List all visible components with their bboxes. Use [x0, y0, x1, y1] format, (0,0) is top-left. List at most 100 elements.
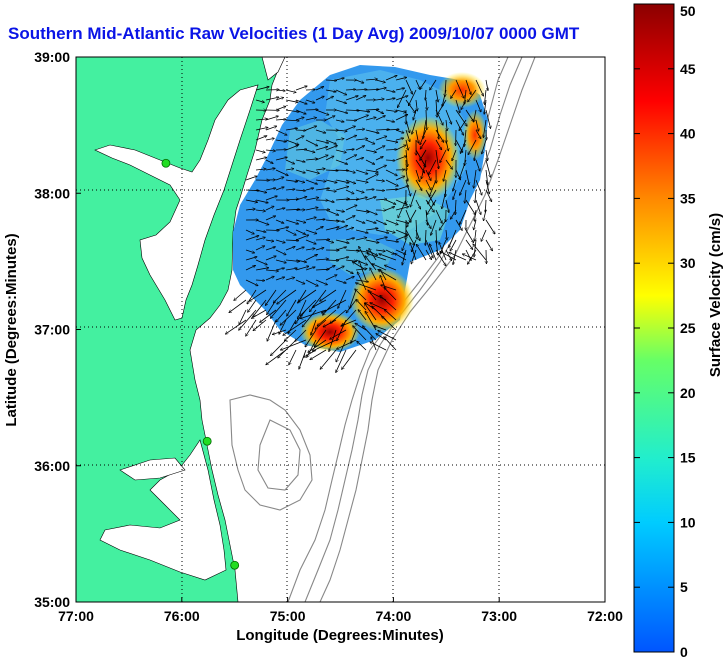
- station-markers: [161, 158, 240, 570]
- velocity-arrow: [349, 289, 357, 309]
- velocity-arrow: [485, 109, 491, 129]
- velocity-arrow: [385, 149, 397, 150]
- y-tick-label: 37:00: [34, 322, 70, 338]
- velocity-arrow: [315, 319, 327, 329]
- velocity-arrow: [474, 209, 477, 221]
- velocity-arrow: [425, 229, 426, 246]
- velocity-arrow: [365, 228, 378, 231]
- velocity-arrow: [275, 139, 287, 142]
- velocity-arrow: [285, 260, 300, 262]
- velocity-arrow: [285, 179, 298, 182]
- velocity-arrow: [379, 254, 397, 261]
- velocity-arrow: [295, 235, 309, 241]
- velocity-arrow: [375, 109, 384, 114]
- velocity-arrow: [395, 199, 407, 205]
- velocity-arrow: [355, 179, 368, 182]
- velocity-arrow: [474, 239, 477, 257]
- velocity-arrow: [315, 248, 324, 251]
- velocity-arrow: [455, 99, 460, 113]
- velocity-arrow: [277, 289, 297, 304]
- velocity-arrow: [265, 126, 277, 131]
- velocity-arrow: [275, 259, 286, 263]
- station-marker: [161, 158, 171, 168]
- velocity-arrow: [402, 249, 407, 265]
- velocity-arrow: [275, 177, 284, 181]
- velocity-arrow: [275, 219, 284, 223]
- velocity-arrow: [405, 79, 413, 94]
- velocity-arrow: [275, 277, 285, 281]
- velocity-arrow: [245, 236, 259, 241]
- velocity-arrow: [461, 99, 467, 110]
- velocity-arrow: [445, 249, 452, 261]
- velocity-arrow: [295, 229, 306, 234]
- velocity-arrow: [355, 238, 367, 241]
- velocity-arrow: [465, 239, 473, 250]
- velocity-arrow: [295, 169, 305, 173]
- velocity-arrow: [345, 96, 358, 101]
- velocity-arrow: [335, 139, 344, 140]
- velocity-arrow: [325, 199, 334, 202]
- velocity-arrow: [402, 239, 407, 251]
- velocity-arrow: [355, 169, 368, 174]
- velocity-arrow: [429, 179, 437, 197]
- velocity-arrow: [355, 129, 365, 130]
- colorbar-tick-label: 0: [680, 644, 688, 659]
- velocity-arrow: [285, 189, 295, 190]
- velocity-arrow: [285, 159, 295, 164]
- velocity-arrow: [385, 229, 395, 233]
- velocity-arrow: [305, 169, 320, 173]
- velocity-arrow: [420, 149, 427, 161]
- velocity-arrow: [335, 279, 346, 283]
- velocity-arrow: [295, 149, 307, 150]
- velocity-arrow: [449, 229, 457, 248]
- velocity-arrow: [395, 77, 407, 81]
- velocity-arrow: [474, 109, 477, 122]
- velocity-arrow: [475, 119, 479, 131]
- velocity-arrow: [465, 79, 471, 95]
- velocity-arrow: [365, 239, 379, 243]
- velocity-arrow: [375, 199, 387, 200]
- velocity-arrow: [355, 109, 370, 112]
- velocity-arrow: [253, 319, 267, 331]
- velocity-arrow: [416, 99, 417, 111]
- velocity-arrow: [359, 261, 367, 281]
- velocity-arrow: [355, 259, 368, 265]
- velocity-arrow: [265, 116, 278, 121]
- velocity-arrow: [295, 266, 309, 271]
- velocity-arrow: [367, 254, 387, 261]
- velocity-arrow: [295, 197, 307, 201]
- velocity-arrow: [375, 129, 390, 130]
- velocity-arrow: [255, 237, 265, 241]
- velocity-arrow: [353, 326, 367, 341]
- velocity-arrow: [245, 265, 256, 271]
- velocity-arrow: [297, 289, 317, 303]
- velocity-arrow: [397, 89, 407, 108]
- station-marker: [202, 436, 212, 446]
- velocity-arrow: [355, 139, 368, 140]
- velocity-arrow: [295, 329, 307, 341]
- velocity-arrow: [255, 219, 269, 225]
- velocity-arrow: [485, 219, 495, 234]
- velocity-arrow: [364, 303, 377, 321]
- velocity-arrow: [345, 169, 355, 173]
- velocity-arrow: [325, 80, 337, 81]
- velocity-arrow: [475, 189, 476, 203]
- velocity-arrow: [395, 229, 408, 235]
- velocity-arrow: [462, 254, 477, 261]
- velocity-arrow: [321, 299, 347, 313]
- colorbar: 0 5 10 15 20 25 30 35 40 45 50 Surface Velocity (c…: [633, 3, 724, 659]
- velocity-arrow: [345, 149, 354, 150]
- velocity-arrow: [305, 126, 317, 131]
- velocity-arrow: [315, 219, 325, 220]
- velocity-arrow: [443, 169, 447, 181]
- velocity-arrow: [385, 207, 395, 211]
- velocity-arrow: [325, 239, 334, 243]
- velocity-arrow: [355, 197, 367, 201]
- velocity-arrow: [355, 249, 368, 252]
- velocity-arrow: [285, 229, 296, 235]
- velocity-arrow: [295, 117, 304, 121]
- velocity-arrow: [305, 149, 315, 152]
- velocity-arrow: [295, 86, 307, 91]
- velocity-arrow: [338, 289, 347, 308]
- velocity-arrow: [299, 349, 307, 369]
